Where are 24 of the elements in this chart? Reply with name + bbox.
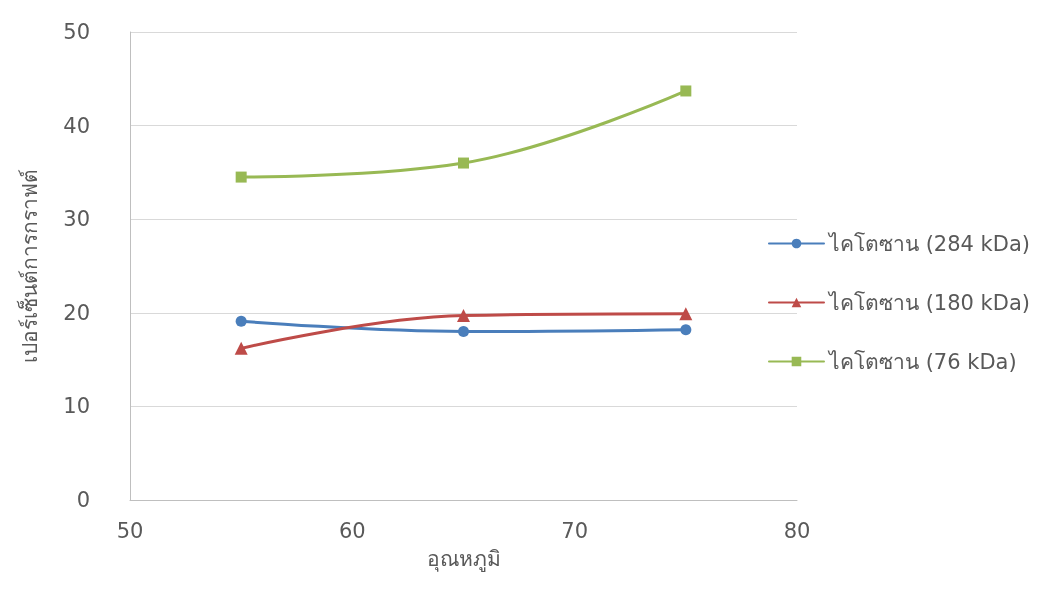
y-tick-label: 50 (63, 20, 90, 44)
x-axis-title: อุณหภูมิ (426, 546, 501, 572)
x-tick-label: 50 (116, 518, 144, 543)
point (235, 171, 247, 183)
legend-label: ไคโตซาน (180 kDa) (826, 290, 1031, 315)
point (680, 324, 692, 336)
y-axis-title: เปอร์เซ็นต์การกราฟต์ (15, 169, 42, 363)
x-tick-label: 70 (561, 518, 589, 543)
x-tick-label: 80 (783, 518, 811, 543)
point (457, 309, 470, 323)
y-tick-label: 40 (63, 113, 90, 138)
point (458, 157, 469, 169)
point (234, 341, 248, 355)
point (680, 85, 692, 97)
legend-label: ไคโตซาน (284 kDa) (826, 231, 1031, 256)
point (679, 307, 693, 321)
point (235, 315, 247, 327)
y-tick-label: 10 (63, 394, 90, 419)
point (458, 326, 469, 338)
y-tick-label: 30 (63, 207, 90, 232)
x-tick-label: 60 (338, 518, 366, 543)
legend-label: ไคโตซาน (76 kDa) (826, 349, 1017, 374)
y-tick-label: 0 (76, 488, 90, 512)
y-tick-label: 20 (63, 300, 90, 325)
